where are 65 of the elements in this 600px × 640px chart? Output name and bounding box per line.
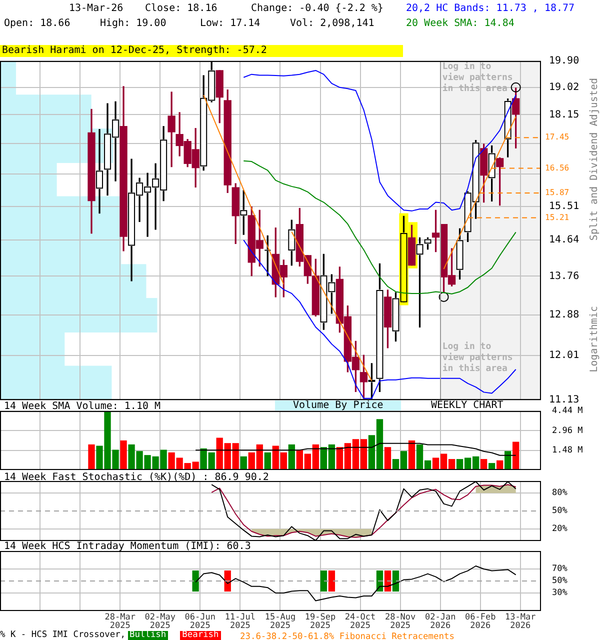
y-tick-label: 50% bbox=[552, 576, 568, 586]
y-tick-label: 80% bbox=[552, 488, 568, 498]
y-tick-label: 1.48 M bbox=[552, 446, 583, 456]
x-tick-label: 28-Mar 2025 bbox=[104, 612, 136, 631]
y-tick-label: 12.88 bbox=[549, 309, 580, 320]
candlestick bbox=[96, 129, 104, 214]
bar bbox=[408, 440, 416, 470]
ref-line-label: 17.45 bbox=[545, 132, 570, 142]
bar bbox=[288, 444, 295, 470]
x-tick-label: 24-Oct 2025 bbox=[344, 612, 376, 631]
y-tick-label: 2.96 M bbox=[552, 426, 583, 436]
annotation: WEEKLY CHART bbox=[431, 400, 504, 412]
y-tick-label: 19.90 bbox=[549, 56, 580, 67]
x-tick-label: 28-Nov 2025 bbox=[384, 612, 416, 631]
ref-line-label: 15.21 bbox=[545, 212, 570, 222]
chart-title: 14 Week Fast Stochastic (%K)(%D) : 86.9 90.2 bbox=[4, 472, 269, 484]
y-tick-label: 11.13 bbox=[549, 394, 580, 406]
y-tick-label: 70% bbox=[552, 564, 568, 574]
chart-title: 14 Week SMA Volume: 1.10 M bbox=[4, 400, 161, 412]
text: Low: 17.14 bbox=[200, 18, 260, 30]
bar bbox=[264, 452, 271, 470]
y-tick-label: 18.15 bbox=[549, 109, 580, 120]
y-tick-label: 12.01 bbox=[549, 350, 580, 362]
text: Bearish bbox=[180, 630, 221, 640]
text: Log in to view patterns in this area bbox=[442, 342, 513, 374]
text: 13-Mar-26 bbox=[69, 3, 124, 15]
ref-line-label: 15.87 bbox=[545, 188, 570, 198]
chart-subtitle: Bearish Harami on 12-Dec-25, Strength: -57.2 bbox=[2, 45, 267, 57]
text: 23.6-38.2-50-61.8% Fibonacci Retracements bbox=[240, 631, 454, 640]
y-tick-label: 13.76 bbox=[549, 270, 580, 282]
x-tick-label: 11-Jul 2025 bbox=[224, 612, 256, 631]
y-tick-label: 30% bbox=[552, 588, 568, 598]
text: Close: 18.16 bbox=[145, 3, 218, 15]
x-tick-label: 06-Feb 2026 bbox=[465, 612, 496, 631]
text: Open: 18.66 bbox=[4, 18, 70, 30]
bar bbox=[512, 442, 520, 470]
y-tick-label: 4.44 M bbox=[552, 406, 583, 416]
y-tick-label: 20% bbox=[552, 524, 568, 534]
y-tick-label: 14.64 bbox=[549, 234, 580, 246]
x-tick-label: 13-Mar 2026 bbox=[505, 612, 536, 631]
bar bbox=[384, 447, 392, 470]
y-axis-title: Split and Dividend Adjusted bbox=[589, 78, 600, 241]
x-tick-label: 06-Jun 2025 bbox=[184, 612, 216, 631]
x-tick-label: 02-May 2025 bbox=[144, 612, 176, 631]
y-tick-label: 19.02 bbox=[549, 82, 580, 93]
y-tick-label: 15.51 bbox=[549, 201, 580, 212]
x-tick-label: 15-Aug 2025 bbox=[264, 612, 296, 631]
y-tick-label: 50% bbox=[552, 506, 568, 516]
text: Vol: 2,098,141 bbox=[290, 18, 374, 30]
text: Change: -0.40 {-2.2 %} bbox=[251, 3, 384, 15]
legend-title: % K - HCS IMI Crossover, bbox=[0, 630, 126, 640]
text: 20,2 HC Bands: 11.73 , 18.77 bbox=[406, 2, 575, 16]
text: High: 19.00 bbox=[100, 18, 166, 30]
x-tick-label: 19-Sep 2025 bbox=[304, 612, 336, 631]
bar bbox=[240, 456, 247, 470]
text: Logarithmic bbox=[589, 306, 600, 372]
text: Volume By Price bbox=[275, 400, 402, 411]
bar bbox=[88, 444, 95, 470]
x-tick-label: 02-Jan 2026 bbox=[424, 612, 456, 631]
text: 20 Week SMA: 14.84 bbox=[406, 17, 516, 31]
candlestick bbox=[168, 92, 176, 168]
chart-title: 14 Week HCS Intraday Momentum (IMI): 60.3 bbox=[4, 541, 251, 553]
bar bbox=[120, 440, 127, 470]
ref-line-label: 16.56 bbox=[545, 163, 570, 172]
band-label: Log in to view patterns in this area bbox=[442, 60, 513, 94]
